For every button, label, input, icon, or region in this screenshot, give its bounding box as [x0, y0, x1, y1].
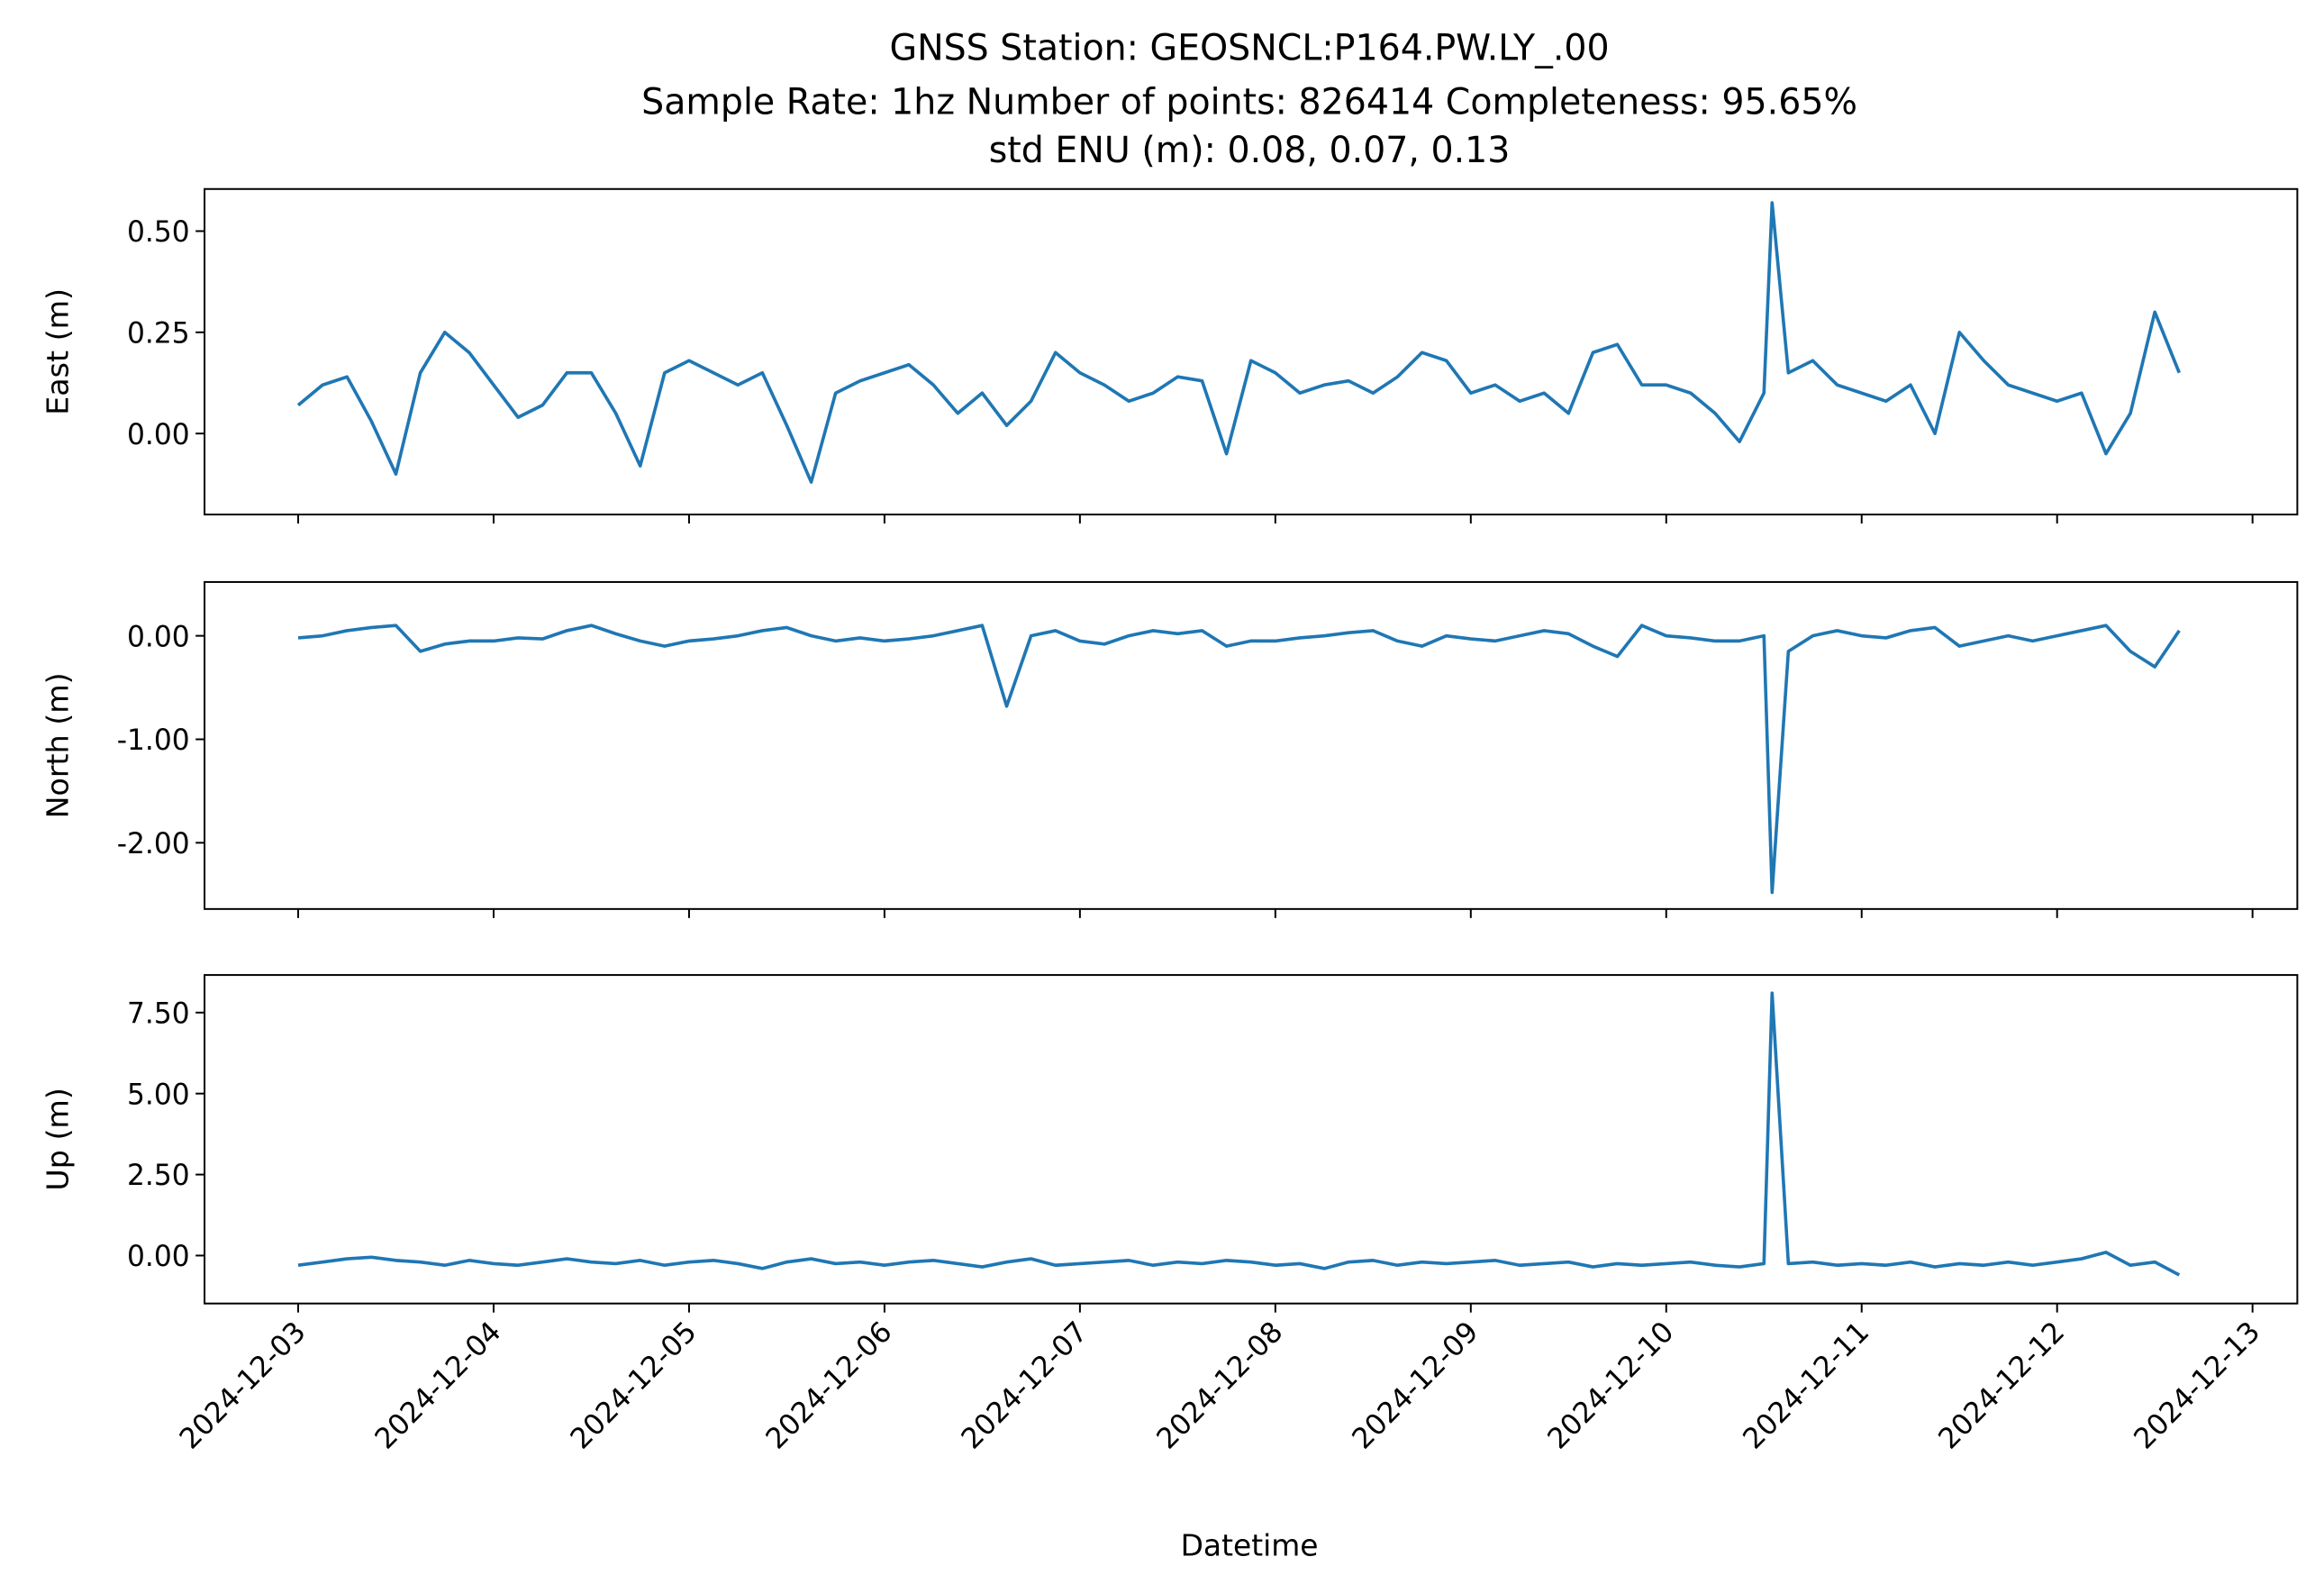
- title-line: GNSS Station: GEOSNCL:P164.PW.LY_.00: [889, 27, 1609, 68]
- title-line: Sample Rate: 1hz Number of points: 82641…: [641, 81, 1857, 123]
- x-tick-label: 2024-12-13: [2128, 1316, 2266, 1456]
- y-tick-label: 0.00: [127, 621, 190, 653]
- x-tick-label: 2024-12-05: [565, 1316, 704, 1456]
- y-tick-label: 7.50: [127, 997, 190, 1030]
- x-tick-label: 2024-12-06: [760, 1316, 899, 1456]
- plot-frame: [204, 580, 2299, 910]
- plot-frame: [204, 974, 2299, 1305]
- x-tick-label: 2024-12-04: [369, 1316, 508, 1456]
- series-line: [297, 991, 2181, 1277]
- x-tick-label: 2024-12-09: [1347, 1316, 1485, 1456]
- y-tick-label: 0.00: [127, 419, 190, 451]
- title-line: std ENU (m): 0.08, 0.07, 0.13: [989, 130, 1511, 171]
- y-axis-label: East (m): [41, 288, 76, 415]
- y-tick-label: 0.25: [127, 317, 190, 350]
- series-line: [297, 624, 2181, 895]
- x-tick-label: 2024-12-03: [174, 1316, 313, 1456]
- y-tick-label: -1.00: [117, 724, 190, 757]
- y-tick-label: 0.00: [127, 1241, 190, 1273]
- y-tick-label: 0.50: [127, 216, 190, 249]
- x-tick-label: 2024-12-12: [1932, 1316, 2071, 1456]
- x-axis-label: Datetime: [1181, 1527, 1319, 1562]
- y-axis-label: Up (m): [41, 1088, 76, 1190]
- series-line: [296, 201, 2181, 484]
- x-tick-label: 2024-12-11: [1737, 1316, 1875, 1456]
- y-tick-label: 5.00: [127, 1079, 190, 1111]
- plot-frame: [204, 187, 2299, 516]
- y-axis-label: North (m): [41, 672, 76, 818]
- y-tick-label: 2.50: [127, 1160, 190, 1192]
- x-tick-label: 2024-12-08: [1151, 1316, 1290, 1456]
- x-tick-label: 2024-12-10: [1542, 1316, 1681, 1456]
- y-tick-label: -2.00: [117, 828, 190, 860]
- x-tick-label: 2024-12-07: [956, 1316, 1094, 1456]
